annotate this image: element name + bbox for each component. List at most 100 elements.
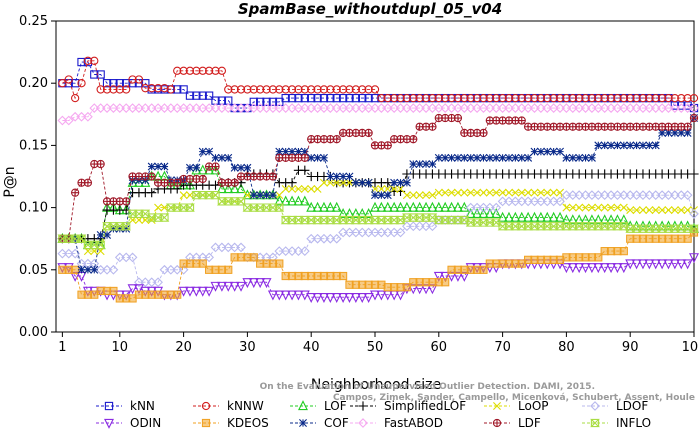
data-point bbox=[401, 201, 412, 212]
data-point bbox=[453, 188, 462, 197]
data-point bbox=[460, 188, 469, 197]
legend-marker bbox=[201, 418, 211, 428]
data-point bbox=[236, 281, 247, 292]
data-point bbox=[657, 103, 667, 113]
data-point bbox=[466, 188, 475, 197]
data-point bbox=[664, 128, 673, 137]
attribution-line-2: On the Evaluation of Unsupervised Outlie… bbox=[260, 382, 595, 392]
data-point bbox=[453, 93, 463, 103]
data-point bbox=[223, 103, 234, 113]
data-point bbox=[580, 214, 591, 225]
data-point bbox=[600, 141, 609, 150]
data-point bbox=[395, 103, 406, 113]
data-point bbox=[517, 93, 526, 103]
data-point bbox=[677, 93, 686, 103]
data-point bbox=[428, 160, 437, 169]
legend-label: SimplifiedLOF bbox=[384, 399, 466, 413]
data-point bbox=[319, 153, 328, 162]
data-point bbox=[498, 188, 507, 197]
data-point bbox=[402, 103, 412, 113]
data-point bbox=[441, 93, 450, 103]
data-point bbox=[575, 203, 584, 212]
data-point bbox=[441, 278, 450, 287]
data-point bbox=[644, 103, 655, 113]
data-point bbox=[676, 259, 687, 270]
data-point bbox=[575, 93, 584, 103]
data-point bbox=[504, 188, 513, 197]
data-point bbox=[95, 240, 106, 250]
legend-item-lof: LOF bbox=[290, 399, 347, 413]
data-point bbox=[682, 259, 693, 270]
data-point bbox=[299, 246, 310, 257]
x-tick-label: 1 bbox=[58, 340, 66, 355]
data-point bbox=[128, 75, 137, 84]
data-point bbox=[312, 201, 323, 212]
data-point bbox=[428, 93, 437, 103]
data-point bbox=[319, 178, 328, 187]
data-point bbox=[370, 93, 380, 103]
data-point bbox=[650, 220, 661, 231]
data-point bbox=[389, 93, 399, 103]
data-point bbox=[198, 66, 207, 75]
data-point bbox=[230, 163, 239, 172]
data-point bbox=[255, 278, 266, 289]
data-point bbox=[414, 103, 425, 113]
data-point bbox=[229, 183, 240, 194]
data-point bbox=[159, 213, 170, 222]
data-point bbox=[198, 174, 207, 184]
data-point bbox=[676, 103, 687, 113]
data-point bbox=[415, 191, 424, 200]
data-point bbox=[204, 252, 214, 263]
data-point bbox=[216, 281, 227, 292]
data-point bbox=[242, 278, 253, 289]
data-point bbox=[83, 56, 93, 65]
data-point bbox=[689, 224, 699, 233]
legend-label: COF bbox=[324, 416, 349, 430]
data-point bbox=[370, 290, 380, 301]
data-point bbox=[217, 103, 227, 113]
data-point bbox=[606, 190, 616, 201]
data-point bbox=[153, 103, 163, 113]
data-point bbox=[645, 141, 654, 150]
data-point bbox=[294, 93, 303, 103]
data-point bbox=[115, 85, 124, 94]
data-point bbox=[460, 153, 469, 162]
data-point bbox=[178, 264, 189, 275]
data-point bbox=[299, 103, 310, 113]
data-point bbox=[274, 103, 285, 113]
data-point bbox=[192, 66, 201, 75]
data-point bbox=[338, 227, 348, 238]
data-point bbox=[108, 264, 119, 275]
data-point bbox=[338, 207, 349, 218]
legend-marker bbox=[104, 401, 114, 411]
data-point bbox=[109, 224, 118, 233]
data-point bbox=[307, 85, 316, 94]
data-point bbox=[280, 103, 291, 113]
data-point bbox=[516, 211, 527, 222]
data-point bbox=[663, 103, 674, 113]
data-point bbox=[645, 93, 654, 103]
data-point bbox=[338, 103, 348, 113]
data-point bbox=[370, 227, 380, 238]
legend-label: INFLO bbox=[616, 416, 651, 430]
data-point bbox=[102, 85, 112, 94]
data-point bbox=[626, 141, 635, 150]
data-point bbox=[549, 188, 558, 197]
data-point bbox=[396, 184, 405, 193]
data-point bbox=[147, 84, 156, 93]
data-point bbox=[433, 103, 444, 113]
data-point bbox=[657, 220, 668, 231]
data-point bbox=[453, 153, 462, 162]
series-line bbox=[62, 117, 695, 271]
x-tick-label: 40 bbox=[303, 340, 320, 355]
data-point bbox=[319, 85, 329, 94]
data-point bbox=[172, 103, 183, 113]
data-point bbox=[288, 147, 297, 156]
data-point bbox=[331, 201, 342, 212]
data-point bbox=[427, 103, 438, 113]
data-point bbox=[580, 103, 591, 113]
y-tick-label: 0.20 bbox=[19, 76, 48, 91]
x-axis: 1 10 20 30 40 50 60 70 80 90 100 bbox=[58, 332, 699, 355]
data-point bbox=[318, 201, 329, 212]
data-point bbox=[383, 93, 392, 103]
